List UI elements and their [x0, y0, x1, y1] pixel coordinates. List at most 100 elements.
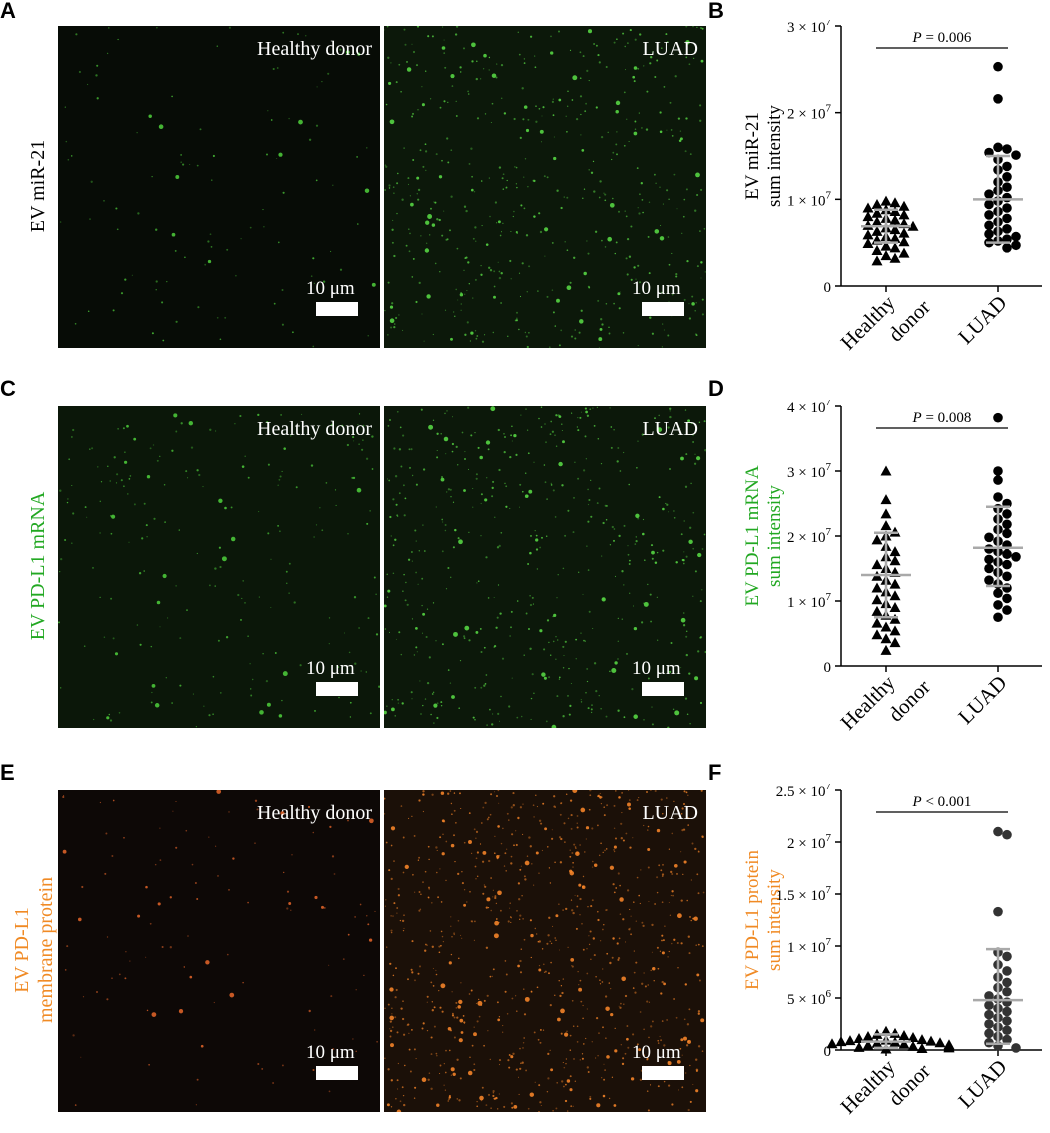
data-point-triangle: [835, 1036, 847, 1047]
data-point-circle: [984, 1019, 994, 1029]
data-point-triangle: [880, 240, 892, 251]
data-point-triangle: [862, 211, 874, 222]
micrograph-label: LUAD: [642, 418, 698, 440]
data-point-circle: [984, 991, 994, 1001]
panel-letter-a: A: [0, 0, 16, 23]
data-point-circle: [984, 229, 994, 239]
y-tick-label: 3 × 107: [787, 461, 831, 481]
micrograph-healthy-pdl1-protein: Healthy donor 10 μm: [58, 790, 380, 1112]
data-point-triangle: [871, 617, 883, 628]
data-point-triangle: [880, 621, 892, 632]
data-point-triangle: [907, 1032, 919, 1043]
data-point-triangle: [880, 520, 892, 531]
data-point-circle: [984, 220, 994, 231]
data-point-circle: [1011, 1043, 1021, 1053]
row-label-line: membrane protein: [35, 876, 57, 1024]
panel-letter-e: E: [0, 760, 15, 785]
data-point-triangle: [826, 1038, 838, 1049]
y-axis-label-line: sum intensity: [764, 105, 785, 207]
data-point-circle: [1002, 593, 1012, 604]
data-point-circle: [1011, 231, 1021, 242]
x-tick-label: LUAD: [953, 291, 1011, 349]
scale-bar: [642, 682, 684, 696]
data-point-triangle: [889, 252, 901, 263]
data-point-triangle: [853, 1041, 865, 1052]
plot-pdl1-mrna: EV PD-L1 mRNAsum intensity 0 1 × 107 2 × 10…: [708, 400, 1050, 745]
data-point-triangle: [871, 216, 883, 227]
data-point-triangle: [889, 637, 901, 648]
data-point-circle: [984, 575, 994, 585]
row-label-line: EV PD-L1: [11, 907, 33, 993]
data-point-triangle: [862, 219, 874, 230]
data-point-circle: [993, 826, 1003, 837]
y-tick-mantissa: 5 × 10: [787, 992, 825, 1008]
data-point-circle: [1002, 1016, 1012, 1026]
data-point-triangle: [871, 582, 883, 593]
data-point-circle: [984, 1009, 994, 1020]
data-point-circle: [1002, 986, 1012, 997]
data-point-triangle: [889, 613, 901, 624]
plot-mir21: EV miR-21sum intensity 0 1 × 107 2 × 107 3 ×…: [708, 20, 1050, 365]
data-point-triangle: [907, 220, 919, 231]
data-point-triangle: [871, 534, 883, 545]
panel-letter-b: B: [708, 0, 724, 23]
data-point-triangle: [934, 1037, 946, 1048]
panel-letter-d: D: [708, 376, 724, 401]
micrograph-luad-mir21: LUAD 10 μm: [384, 26, 706, 348]
y-tick-label: 2 × 107: [787, 832, 831, 852]
scale-bar: [316, 1066, 358, 1080]
data-point-circle: [1002, 144, 1012, 154]
y-tick-label: 2 × 107: [787, 526, 831, 546]
data-point-circle: [1002, 528, 1012, 539]
data-point-triangle: [871, 207, 883, 218]
series-points: [984, 826, 1021, 1053]
data-point-triangle: [880, 195, 892, 206]
data-point-circle: [993, 466, 1003, 476]
y-tick-mantissa: 2.5 × 10: [776, 784, 826, 800]
data-point-triangle: [889, 214, 901, 225]
data-point-circle: [1002, 977, 1012, 988]
micrograph-luad-pdl1-protein: LUAD 10 μm: [384, 790, 706, 1112]
data-point-triangle: [889, 590, 901, 601]
y-tick-mantissa: 0: [824, 1044, 832, 1060]
y-tick-label: 0: [824, 660, 832, 676]
data-point-triangle: [862, 1030, 874, 1041]
x-tick-label-line: LUAD: [953, 1055, 1011, 1113]
data-point-circle: [984, 199, 994, 210]
data-point-circle: [1011, 150, 1021, 160]
data-point-circle: [984, 189, 994, 199]
data-point-circle: [993, 906, 1003, 917]
scale-bar: [316, 682, 358, 696]
row-label-mir21: EV miR-21: [26, 140, 50, 232]
scale-bar-label: 10 μm: [632, 658, 681, 679]
data-point-circle: [1002, 1025, 1012, 1036]
data-point-triangle: [871, 629, 883, 640]
data-point-circle: [1002, 583, 1012, 593]
data-point-circle: [1002, 243, 1012, 253]
data-point-circle: [1002, 224, 1012, 234]
data-point-circle: [1011, 552, 1021, 562]
data-point-triangle: [871, 225, 883, 236]
data-point-circle: [1002, 509, 1012, 519]
micrograph-label: Healthy donor: [257, 802, 372, 824]
p-value-label: P = 0.008: [912, 410, 972, 426]
data-point-circle: [1002, 571, 1012, 582]
y-axis-label-line: EV miR-21: [742, 112, 763, 200]
micrograph-label: LUAD: [642, 802, 698, 824]
p-value-label: P = 0.006: [912, 30, 972, 46]
y-tick-exponent: 7: [826, 526, 832, 538]
scale-bar: [642, 1066, 684, 1080]
y-tick-exponent: 7: [826, 832, 832, 844]
data-point-circle: [1002, 951, 1012, 962]
data-point-circle: [993, 61, 1003, 72]
data-point-circle: [984, 544, 994, 554]
data-point-circle: [1011, 240, 1021, 251]
series-points: [984, 412, 1021, 623]
y-tick-label: 3 × 107: [787, 20, 831, 36]
y-tick-mantissa: 1.5 × 10: [776, 888, 826, 904]
y-tick-exponent: 7: [826, 884, 832, 896]
p-value-symbol: P: [912, 30, 922, 46]
scale-bar-label: 10 μm: [632, 278, 681, 299]
y-tick-label: 0: [824, 280, 832, 296]
